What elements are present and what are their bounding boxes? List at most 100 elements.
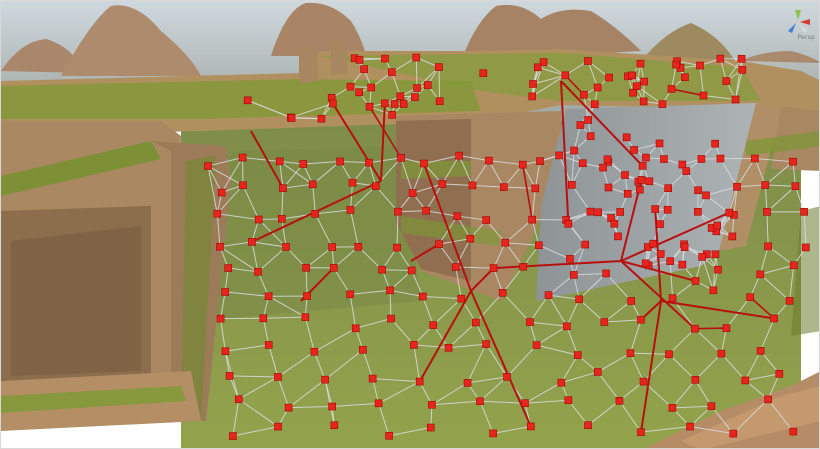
graph-node[interactable]	[368, 374, 377, 383]
graph-node[interactable]	[311, 210, 320, 218]
graph-node[interactable]	[519, 262, 527, 271]
graph-node[interactable]	[756, 270, 765, 279]
graph-node[interactable]	[640, 77, 648, 86]
graph-node[interactable]	[360, 65, 368, 73]
graph-node[interactable]	[388, 111, 396, 119]
graph-node[interactable]	[413, 84, 421, 92]
graph-node[interactable]	[367, 83, 376, 92]
graph-node[interactable]	[259, 314, 268, 323]
graph-node[interactable]	[711, 139, 719, 148]
graph-node[interactable]	[213, 209, 222, 218]
graph-node[interactable]	[728, 232, 737, 241]
graph-node[interactable]	[365, 102, 374, 111]
graph-node[interactable]	[387, 314, 395, 323]
graph-node[interactable]	[351, 324, 360, 333]
graph-node[interactable]	[564, 396, 573, 405]
graph-node[interactable]	[791, 182, 800, 191]
graph-node[interactable]	[586, 207, 595, 216]
graph-node[interactable]	[668, 294, 677, 302]
graph-node[interactable]	[566, 255, 574, 263]
graph-node[interactable]	[308, 180, 317, 189]
graph-node[interactable]	[328, 243, 336, 251]
graph-node[interactable]	[729, 429, 738, 438]
graph-node[interactable]	[329, 99, 337, 108]
graph-node[interactable]	[393, 243, 401, 252]
graph-node[interactable]	[605, 73, 613, 82]
graph-node[interactable]	[501, 238, 510, 247]
graph-node[interactable]	[526, 318, 534, 326]
graph-node[interactable]	[482, 216, 491, 224]
graph-node[interactable]	[527, 422, 535, 431]
graph-node[interactable]	[435, 63, 443, 71]
graph-node[interactable]	[274, 373, 282, 381]
graph-node[interactable]	[629, 88, 637, 97]
graph-node[interactable]	[785, 296, 794, 305]
graph-node[interactable]	[284, 403, 293, 412]
graph-node[interactable]	[221, 288, 229, 296]
graph-node[interactable]	[498, 289, 507, 297]
graph-node[interactable]	[800, 208, 808, 216]
graph-node[interactable]	[770, 314, 778, 323]
graph-node[interactable]	[627, 297, 635, 305]
graph-node[interactable]	[665, 350, 673, 359]
graph-node[interactable]	[570, 146, 578, 155]
graph-node[interactable]	[485, 156, 493, 165]
graph-node[interactable]	[637, 428, 645, 436]
graph-node[interactable]	[694, 207, 702, 216]
graph-node[interactable]	[789, 261, 798, 270]
graph-node[interactable]	[531, 184, 540, 193]
graph-node[interactable]	[388, 68, 396, 76]
graph-node[interactable]	[664, 184, 672, 192]
graph-node[interactable]	[254, 267, 262, 276]
graph-node[interactable]	[381, 54, 389, 63]
graph-node[interactable]	[328, 402, 336, 411]
graph-node[interactable]	[691, 324, 699, 333]
gizmo-center[interactable]	[795, 19, 801, 25]
graph-node[interactable]	[321, 375, 329, 384]
gizmo-z-cone[interactable]	[788, 23, 796, 33]
graph-node[interactable]	[407, 266, 416, 275]
graph-node[interactable]	[584, 421, 592, 429]
graph-node[interactable]	[472, 318, 480, 327]
graph-node[interactable]	[764, 395, 772, 404]
graph-node[interactable]	[645, 177, 654, 186]
graph-node[interactable]	[623, 189, 632, 198]
graph-node[interactable]	[639, 377, 648, 386]
graph-node[interactable]	[573, 351, 582, 359]
graph-node[interactable]	[698, 253, 706, 261]
graph-node[interactable]	[411, 93, 419, 101]
graph-node[interactable]	[544, 291, 553, 299]
graph-node[interactable]	[716, 154, 725, 163]
graph-node[interactable]	[714, 265, 722, 274]
graph-node[interactable]	[722, 324, 731, 332]
graph-node[interactable]	[355, 88, 363, 97]
graph-node[interactable]	[682, 167, 691, 175]
graph-node[interactable]	[248, 238, 256, 246]
graph-node[interactable]	[655, 139, 664, 148]
graph-node[interactable]	[329, 264, 338, 272]
graph-node[interactable]	[761, 181, 770, 189]
graph-node[interactable]	[636, 185, 644, 194]
graph-node[interactable]	[658, 100, 667, 108]
graph-node[interactable]	[279, 184, 287, 192]
graph-node[interactable]	[604, 183, 613, 192]
graph-node[interactable]	[731, 95, 740, 104]
graph-node[interactable]	[599, 163, 607, 172]
graph-node[interactable]	[303, 292, 311, 300]
graph-node[interactable]	[678, 160, 687, 169]
graph-node[interactable]	[663, 205, 672, 214]
graph-node[interactable]	[578, 159, 587, 168]
graph-node[interactable]	[348, 178, 357, 187]
graph-node[interactable]	[789, 427, 798, 436]
graph-node[interactable]	[532, 341, 541, 349]
graph-node[interactable]	[641, 259, 650, 268]
graph-node[interactable]	[466, 234, 475, 243]
graph-node[interactable]	[722, 77, 731, 85]
graph-node[interactable]	[610, 219, 619, 228]
graph-node[interactable]	[381, 99, 389, 108]
graph-node[interactable]	[581, 240, 590, 249]
graph-node[interactable]	[642, 153, 650, 162]
orientation-gizmo[interactable]	[783, 7, 813, 37]
graph-node[interactable]	[529, 80, 537, 88]
graph-node[interactable]	[420, 159, 428, 168]
